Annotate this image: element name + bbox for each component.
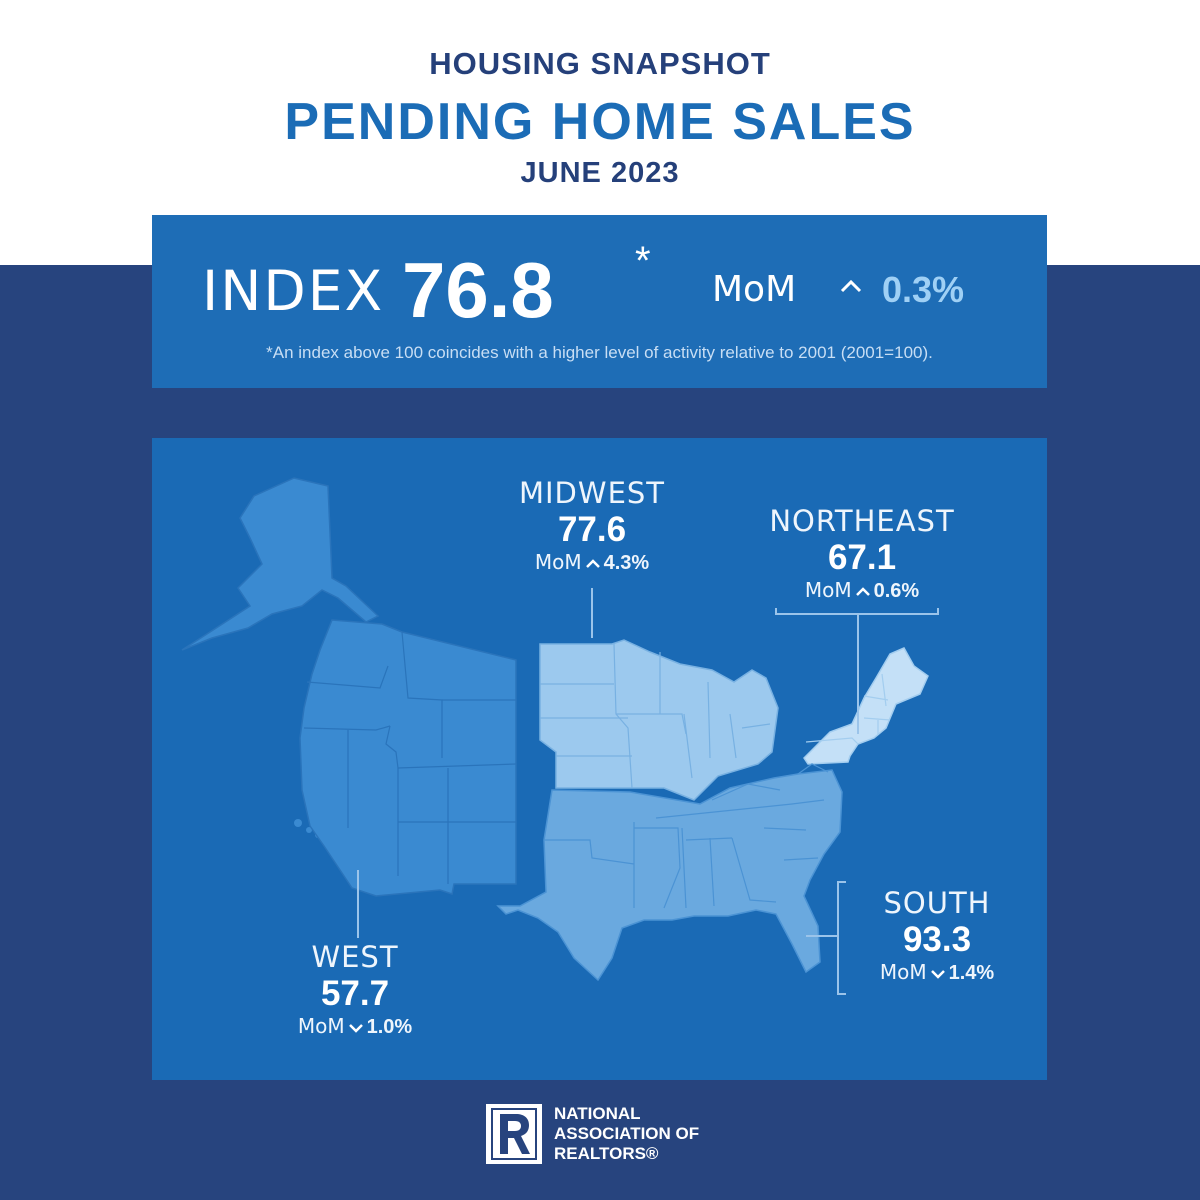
- alaska-shape: [181, 477, 380, 651]
- mom-label: MoM: [879, 960, 927, 984]
- mom-label: MoM: [534, 550, 582, 574]
- index-footnote: *An index above 100 coincides with a hig…: [266, 343, 933, 362]
- logo-line: REALTORS®: [554, 1144, 659, 1163]
- midwest-state-lines: [540, 643, 771, 789]
- midwest-region-shape: [539, 639, 779, 801]
- region-mom: MoM 4.3%: [492, 550, 692, 575]
- region-name: MIDWEST: [518, 476, 666, 510]
- index-panel: INDEX 76.8 * MoM 0.3% *An index above 10…: [152, 215, 1047, 388]
- region-value: 57.7: [320, 974, 390, 1013]
- index-value: 76.8: [402, 246, 554, 334]
- chevron-down-icon: [348, 1023, 363, 1033]
- index-asterisk: *: [635, 239, 651, 283]
- period-text: JUNE 2023: [520, 157, 680, 189]
- nar-logo: NATIONAL ASSOCIATION OF REALTORS®: [486, 1104, 746, 1166]
- us-regions-map: [181, 477, 939, 995]
- region-mom: MoM 1.4%: [852, 960, 1022, 985]
- mom-label: MoM: [804, 578, 852, 602]
- region-name: SOUTH: [883, 886, 991, 920]
- logo-line: NATIONAL: [554, 1104, 641, 1123]
- chevron-down-icon: [930, 969, 945, 979]
- northeast-state-lines: [805, 673, 891, 745]
- mom-change: 1.0%: [366, 1016, 413, 1038]
- logo-line: ASSOCIATION OF: [554, 1124, 700, 1143]
- northeast-region-shape: [803, 647, 929, 765]
- mom-change: 1.4%: [948, 962, 995, 984]
- region-west: WEST 57.7 MoM 1.0%: [260, 940, 450, 1039]
- west-state-lines: [303, 631, 517, 884]
- region-south: SOUTH 93.3 MoM 1.4%: [852, 886, 1022, 985]
- chevron-up-icon: [855, 586, 870, 596]
- region-mom: MoM 0.6%: [742, 578, 982, 603]
- region-name: WEST: [311, 940, 399, 974]
- page-title: PENDING HOME SALES: [284, 93, 916, 151]
- kicker-text: HOUSING SNAPSHOT: [429, 46, 771, 81]
- chevron-up-icon: [585, 558, 600, 568]
- region-name: NORTHEAST: [769, 504, 955, 538]
- region-value: 67.1: [827, 538, 897, 577]
- index-label: INDEX: [202, 259, 385, 323]
- region-value: 77.6: [557, 510, 627, 549]
- south-state-lines: [544, 763, 829, 909]
- index-mom-value: 0.3%: [882, 269, 965, 310]
- chevron-up-icon: [840, 279, 862, 293]
- realtor-r-logo-icon: [486, 1104, 542, 1164]
- region-mom: MoM 1.0%: [260, 1014, 450, 1039]
- index-mom-label: MoM: [712, 269, 797, 310]
- mom-change: 4.3%: [603, 552, 650, 574]
- nar-logo-text: NATIONAL ASSOCIATION OF REALTORS®: [554, 1104, 754, 1164]
- south-region-shape: [496, 769, 843, 982]
- map-panel: MIDWEST 77.6 MoM 4.3% NORTHEAST 67.1 MoM 0…: [152, 438, 1047, 1080]
- region-midwest: MIDWEST 77.6 MoM 4.3%: [492, 476, 692, 575]
- callout-lines: [357, 588, 939, 995]
- mom-label: MoM: [297, 1014, 345, 1038]
- region-northeast: NORTHEAST 67.1 MoM 0.6%: [742, 504, 982, 603]
- mom-change: 0.6%: [873, 580, 920, 602]
- west-region-shape: [299, 619, 517, 897]
- region-value: 93.3: [902, 920, 972, 959]
